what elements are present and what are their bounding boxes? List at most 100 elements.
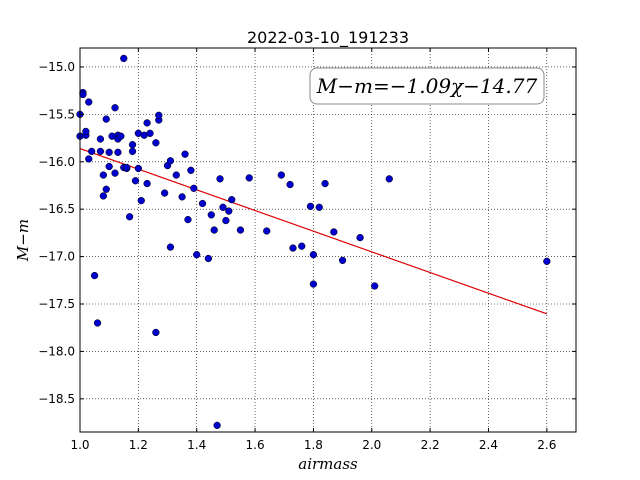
data-point <box>96 135 105 143</box>
data-point <box>356 233 364 242</box>
data-point <box>152 328 160 337</box>
x-tick-label: 2.6 <box>537 438 556 452</box>
data-point <box>131 177 140 185</box>
data-point <box>225 207 233 215</box>
y-tick-label: −15.0 <box>38 60 75 74</box>
fit-equation-box: M−m=−1.09χ−14.77 <box>309 67 545 105</box>
data-point <box>160 189 169 197</box>
x-tick-label: 1.8 <box>304 438 323 452</box>
data-point <box>330 228 338 236</box>
x-tick-label: 2.2 <box>421 438 440 452</box>
data-point <box>143 179 151 188</box>
fit-line-group <box>79 147 548 315</box>
data-point <box>82 127 90 136</box>
data-point <box>207 211 215 219</box>
data-points <box>76 54 551 430</box>
data-point <box>152 139 160 147</box>
x-tick-label: 2.0 <box>362 438 381 452</box>
data-point <box>128 147 137 155</box>
data-point <box>105 148 113 156</box>
data-point <box>155 111 163 119</box>
data-point <box>125 213 134 221</box>
y-tick-label: −18.5 <box>38 392 75 406</box>
data-point <box>385 175 393 183</box>
data-point <box>309 251 318 259</box>
data-point <box>338 256 347 265</box>
data-point <box>222 216 230 225</box>
chart-title: 2022-03-10_191233 <box>247 28 409 48</box>
data-point <box>85 155 93 163</box>
data-point <box>111 169 119 177</box>
axis-ticks <box>79 48 576 432</box>
data-point <box>213 421 221 430</box>
x-tick-label: 1.0 <box>70 438 89 452</box>
data-point <box>184 215 192 224</box>
data-point <box>117 132 125 140</box>
data-point <box>88 147 96 155</box>
y-tick-label: −16.0 <box>38 155 75 169</box>
data-point <box>102 115 110 123</box>
data-point <box>137 197 145 205</box>
data-point <box>315 203 323 211</box>
fit-line <box>79 147 548 315</box>
data-point <box>99 171 107 179</box>
y-tick-label: −17.5 <box>38 297 75 311</box>
x-tick-label: 1.4 <box>187 438 206 452</box>
plot-border <box>79 47 577 433</box>
data-point <box>96 147 105 155</box>
data-point <box>111 104 119 112</box>
data-point <box>371 282 379 290</box>
plot-area <box>80 48 576 432</box>
y-tick-labels: −15.0 −15.5 −16.0 −16.5 −17.0 −17.5 −18.0 −18.5 <box>38 60 75 406</box>
grid-lines <box>80 48 576 432</box>
data-point <box>228 196 236 204</box>
data-point <box>306 202 315 210</box>
data-point <box>90 271 99 280</box>
data-point <box>172 171 180 179</box>
data-point <box>263 227 271 235</box>
x-tick-labels: 1.0 1.2 1.4 1.6 1.8 2.0 2.2 2.4 2.6 <box>70 438 556 452</box>
legend-box <box>309 67 545 105</box>
data-point <box>146 129 154 137</box>
data-point <box>166 243 175 251</box>
x-tick-label: 2.4 <box>479 438 498 452</box>
y-tick-label: −16.5 <box>38 202 75 216</box>
y-tick-label: −15.5 <box>38 107 75 121</box>
data-point <box>286 180 294 189</box>
data-point <box>210 226 218 234</box>
data-point <box>166 157 175 165</box>
fit-equation: M−m=−1.09χ−14.77 <box>316 74 538 98</box>
y-tick-label: −18.0 <box>38 344 75 358</box>
data-point <box>128 141 137 149</box>
data-point <box>102 185 110 193</box>
data-point <box>190 184 198 192</box>
y-tick-label: −17.0 <box>38 250 75 264</box>
data-point <box>198 199 207 208</box>
data-point <box>245 174 253 182</box>
data-point <box>134 164 143 173</box>
data-point <box>143 119 151 127</box>
data-point <box>79 90 87 99</box>
data-point <box>193 251 201 259</box>
x-tick-label: 1.2 <box>129 438 148 452</box>
data-point <box>93 319 102 327</box>
y-axis-label: M−m <box>14 219 32 262</box>
data-point <box>321 179 329 188</box>
data-point <box>309 280 318 288</box>
x-axis-label: airmass <box>298 455 358 473</box>
data-point <box>181 150 189 158</box>
data-point <box>298 242 306 250</box>
data-point <box>236 226 245 234</box>
data-point <box>85 98 93 106</box>
data-point <box>123 163 131 172</box>
data-point <box>216 175 224 183</box>
data-point <box>187 166 195 174</box>
data-point <box>277 171 285 179</box>
data-point <box>178 193 186 201</box>
data-point <box>120 54 128 63</box>
data-point <box>289 244 297 252</box>
x-tick-label: 1.6 <box>246 438 265 452</box>
data-point <box>105 162 113 171</box>
data-point <box>543 257 551 265</box>
